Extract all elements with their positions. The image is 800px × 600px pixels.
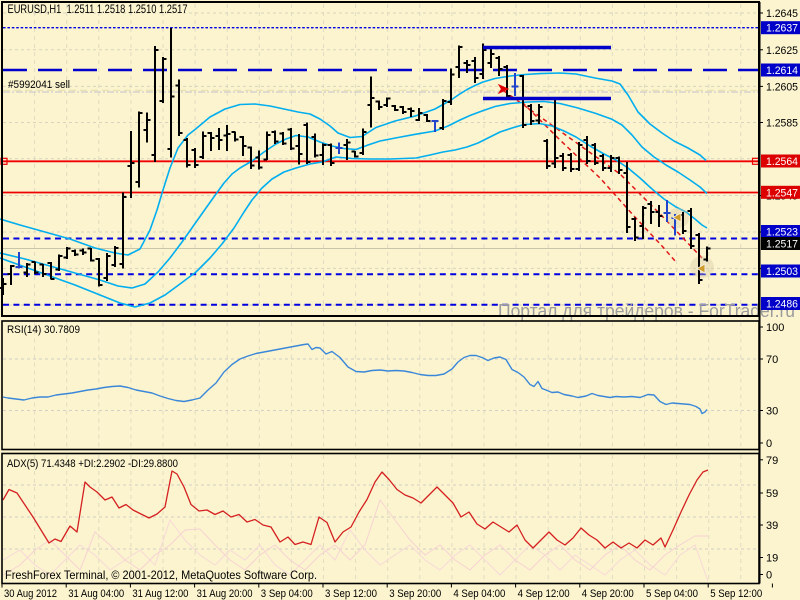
svg-text:1.2503: 1.2503 xyxy=(766,266,798,278)
svg-text:30 Aug 2012: 30 Aug 2012 xyxy=(4,588,57,600)
svg-text:#5992041 sell: #5992041 sell xyxy=(8,79,70,91)
svg-text:31 Aug 12:00: 31 Aug 12:00 xyxy=(132,588,188,600)
svg-text:FreshForex Terminal, © 2001-20: FreshForex Terminal, © 2001-2012, MetaQu… xyxy=(5,568,317,582)
svg-text:3 Sep 20:00: 3 Sep 20:00 xyxy=(389,588,441,600)
svg-text:ADX(5) 71.4348 +DI:2.2902 -DI:: ADX(5) 71.4348 +DI:2.2902 -DI:29.8800 xyxy=(7,458,178,470)
svg-text:79: 79 xyxy=(766,455,778,467)
svg-text:31 Aug 04:00: 31 Aug 04:00 xyxy=(68,588,124,600)
svg-text:30: 30 xyxy=(766,406,778,418)
svg-text:EURUSD,H1 1.2511 1.2518 1.251: EURUSD,H1 1.2511 1.2518 1.2510 1.2517 xyxy=(8,2,188,16)
svg-text:1.2517: 1.2517 xyxy=(766,239,798,251)
svg-text:59: 59 xyxy=(766,488,778,500)
svg-text:1.2523: 1.2523 xyxy=(766,227,798,239)
svg-text:5 Sep 12:00: 5 Sep 12:00 xyxy=(710,588,762,600)
svg-text:1.2614: 1.2614 xyxy=(766,65,798,77)
svg-text:5 Sep 04:00: 5 Sep 04:00 xyxy=(646,588,698,600)
svg-text:1.2625: 1.2625 xyxy=(766,45,798,57)
svg-text:4 Sep 20:00: 4 Sep 20:00 xyxy=(582,588,634,600)
svg-text:1.2585: 1.2585 xyxy=(766,118,798,130)
svg-text:100: 100 xyxy=(766,322,784,334)
svg-text:Портал для трейдеров - ForTrad: Портал для трейдеров - ForTrader.ru xyxy=(498,301,795,321)
svg-text:0: 0 xyxy=(766,438,772,450)
svg-text:39: 39 xyxy=(766,520,778,532)
svg-text:4 Sep 04:00: 4 Sep 04:00 xyxy=(453,588,505,600)
svg-text:1.2645: 1.2645 xyxy=(766,8,798,20)
svg-text:RSI(14) 30.7809: RSI(14) 30.7809 xyxy=(7,324,80,336)
svg-text:4 Sep 12:00: 4 Sep 12:00 xyxy=(518,588,570,600)
svg-text:19: 19 xyxy=(766,553,778,565)
svg-text:31 Aug 20:00: 31 Aug 20:00 xyxy=(197,588,253,600)
svg-text:3 Sep 12:00: 3 Sep 12:00 xyxy=(325,588,377,600)
svg-text:1.2547: 1.2547 xyxy=(766,187,798,199)
svg-text:1.2605: 1.2605 xyxy=(766,81,798,93)
svg-text:3 Sep 04:00: 3 Sep 04:00 xyxy=(261,588,313,600)
svg-text:70: 70 xyxy=(766,354,778,366)
svg-text:0: 0 xyxy=(766,570,772,582)
svg-text:1.2564: 1.2564 xyxy=(766,156,798,168)
svg-text:1.2637: 1.2637 xyxy=(766,23,798,35)
svg-text:1.2486: 1.2486 xyxy=(766,299,798,311)
